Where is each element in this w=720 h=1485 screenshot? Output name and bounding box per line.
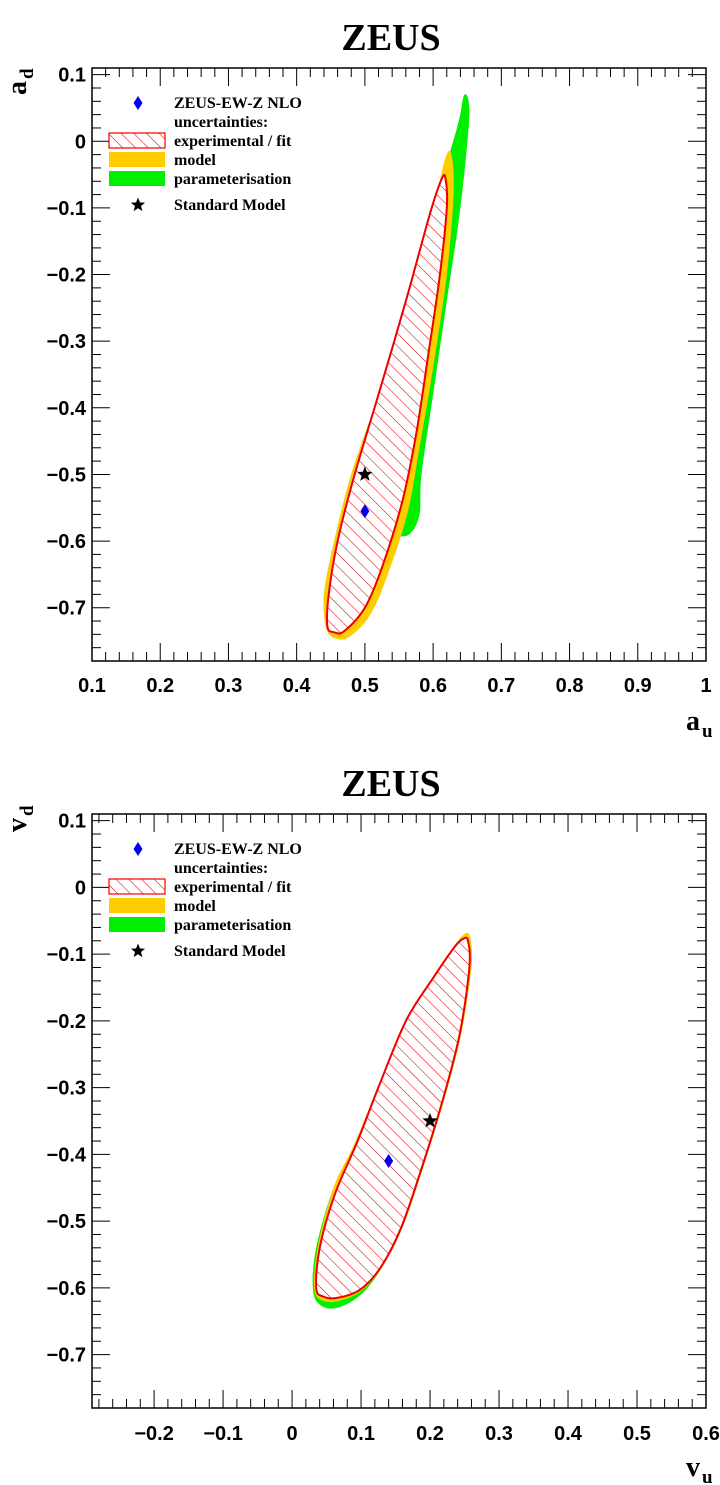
- y-axis-label: v: [2, 818, 33, 832]
- legend-entry-parameterisation: parameterisation: [174, 171, 291, 188]
- legend-entry-model: model: [174, 898, 216, 915]
- legend-diamond-marker: [133, 96, 143, 110]
- y-tick-label: −0.3: [47, 1078, 86, 1100]
- legend: ZEUS-EW-Z NLO uncertainties: experimental …: [108, 841, 302, 960]
- point-zeus-ew-z-nlo: [384, 1154, 394, 1169]
- legend-entry-experimental-fit: experimental / fit: [174, 879, 292, 896]
- legend-hatched-box: [108, 132, 166, 149]
- plot-frame: [91, 67, 707, 662]
- x-tick-label: 0: [287, 1423, 298, 1445]
- legend-entry-standard-model: Standard Model: [174, 943, 286, 960]
- x-axis-label: a: [686, 706, 700, 737]
- x-tick-label: 0.1: [347, 1423, 375, 1445]
- y-tick-label: −0.3: [47, 331, 86, 353]
- y-axis-label-subscript: d: [17, 68, 38, 79]
- legend-entry-uncertainties: uncertainties:: [174, 860, 268, 877]
- legend-entry-model: model: [174, 152, 216, 169]
- x-tick-label: 0.2: [146, 675, 174, 697]
- y-tick-label: −0.7: [47, 1345, 86, 1367]
- legend-entry-experimental-fit: experimental / fit: [174, 133, 292, 150]
- x-tick-label: 0.6: [419, 675, 447, 697]
- x-tick-label: −0.1: [203, 1423, 242, 1445]
- y-tick-label: −0.1: [47, 944, 86, 966]
- legend-entry-uncertainties: uncertainties:: [174, 114, 268, 131]
- contour-experimental-fit: [325, 173, 449, 635]
- legend-entry-parameterisation: parameterisation: [174, 917, 291, 934]
- y-tick-label: −0.1: [47, 198, 86, 220]
- legend-entry-zeus-ew-z-nlo: ZEUS-EW-Z NLO: [174, 841, 302, 858]
- y-tick-label: −0.4: [47, 398, 87, 420]
- x-axis-label-subscript: u: [702, 721, 713, 742]
- x-tick-label: 0.3: [485, 1423, 513, 1445]
- legend-color-box: [109, 152, 165, 167]
- point-standard-model: [357, 466, 373, 481]
- x-tick-label: 1: [700, 675, 711, 697]
- x-tick-label: 0.7: [487, 675, 515, 697]
- y-tick-label: 0: [75, 877, 86, 899]
- legend-star-marker: [130, 197, 146, 212]
- chart-panel-vector-couplings: ZEUS −0.2 −0.1 0 0.1 0.2 0.3 0.4 0.5 0.6 0.1 0 −0.1 −…: [2, 763, 720, 1485]
- x-tick-label: 0.3: [215, 675, 243, 697]
- y-tick-label: −0.6: [47, 1278, 86, 1300]
- x-tick-label: 0.5: [623, 1423, 651, 1445]
- x-tick-label: 0.5: [351, 675, 379, 697]
- x-tick-label: 0.4: [554, 1423, 583, 1445]
- y-tick-label: −0.7: [47, 598, 86, 620]
- chart-panel-axial-couplings: ZEUS 0.1 0.2 0.3 0.4 0.5 0.6 0.7 0.8 0.9 1 0.1 0 −0.1…: [2, 17, 713, 742]
- x-axis-label-subscript: u: [702, 1467, 713, 1485]
- y-tick-label: −0.5: [47, 464, 86, 486]
- y-tick-label: −0.2: [47, 1011, 86, 1033]
- legend-color-box: [109, 171, 165, 186]
- plot-frame: [91, 813, 707, 1409]
- y-axis-label-subscript: d: [17, 805, 38, 816]
- point-zeus-ew-z-nlo: [360, 504, 370, 519]
- chart-title: ZEUS: [341, 17, 440, 59]
- x-axis-label: v: [686, 1452, 700, 1483]
- legend-entry-zeus-ew-z-nlo: ZEUS-EW-Z NLO: [174, 95, 302, 112]
- x-tick-label: 0.1: [78, 675, 106, 697]
- y-tick-label: 0.1: [58, 811, 86, 833]
- x-tick-label: 0.8: [556, 675, 584, 697]
- y-tick-label: 0: [75, 131, 86, 153]
- legend-hatched-box: [108, 878, 166, 895]
- legend: ZEUS-EW-Z NLO uncertainties: experimental …: [108, 95, 302, 214]
- x-tick-label: 0.9: [624, 675, 652, 697]
- x-tick-label: 0.2: [416, 1423, 444, 1445]
- chart-title: ZEUS: [341, 763, 440, 805]
- y-tick-label: −0.6: [47, 531, 86, 553]
- legend-color-box: [109, 898, 165, 913]
- y-tick-label: −0.4: [47, 1144, 87, 1166]
- y-tick-label: −0.5: [47, 1211, 86, 1233]
- legend-star-marker: [130, 943, 146, 958]
- x-tick-label: −0.2: [134, 1423, 173, 1445]
- point-standard-model: [422, 1113, 438, 1128]
- legend-diamond-marker: [133, 842, 143, 856]
- y-tick-label: −0.2: [47, 265, 86, 287]
- legend-entry-standard-model: Standard Model: [174, 197, 286, 214]
- contour-experimental-fit: [315, 936, 471, 1300]
- y-axis-label: a: [2, 81, 33, 95]
- x-tick-label: 0.6: [692, 1423, 720, 1445]
- y-tick-label: 0.1: [58, 65, 86, 87]
- x-tick-label: 0.4: [283, 675, 312, 697]
- y-axis-label-group: vd: [2, 805, 38, 832]
- y-axis-label-group: ad: [2, 68, 38, 95]
- legend-color-box: [109, 917, 165, 932]
